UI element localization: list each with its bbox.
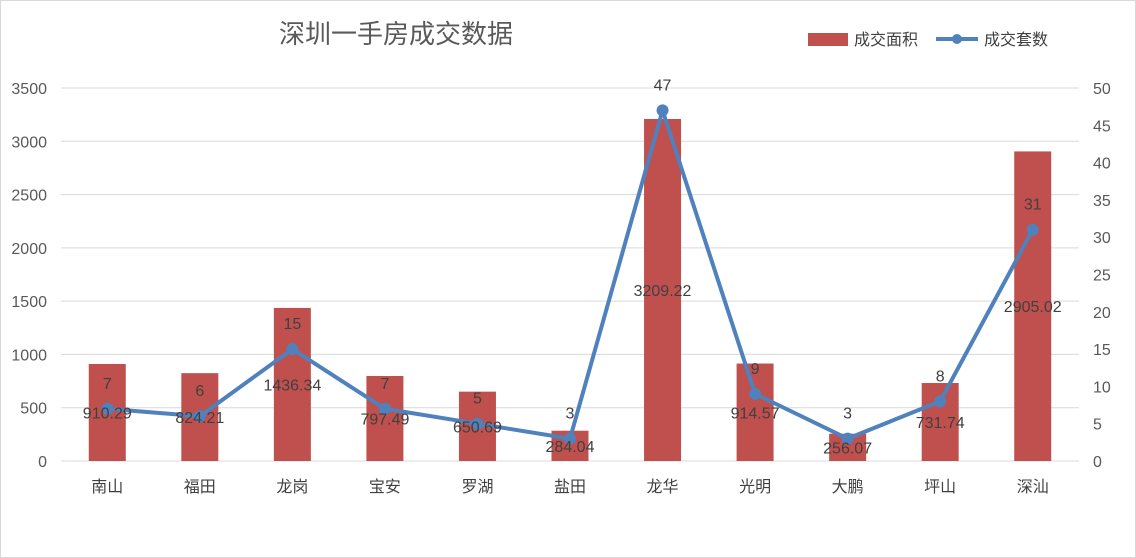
line-data-label: 7 (380, 376, 389, 393)
bar-data-label: 731.74 (916, 415, 965, 432)
line-data-label: 47 (654, 77, 672, 94)
category-label: 盐田 (554, 477, 586, 496)
line-data-label: 15 (283, 316, 301, 333)
bar-data-label: 2905.02 (1004, 299, 1062, 316)
bar-data-label: 3209.22 (634, 283, 692, 300)
category-label: 南山 (91, 477, 123, 496)
bar (273, 307, 311, 461)
bar-data-label: 797.49 (360, 412, 409, 429)
bar (366, 376, 404, 461)
y-left-tick-label: 3000 (11, 134, 47, 151)
bar (1014, 151, 1052, 461)
bar-data-label: 914.57 (731, 405, 780, 422)
line-data-label: 3 (843, 406, 852, 423)
line-point (841, 432, 854, 445)
y-right-tick-label: 5 (1093, 417, 1102, 434)
category-label: 大鹏 (832, 477, 864, 496)
y-left-tick-label: 1500 (11, 294, 47, 311)
legend: 成交面积 成交套数 (808, 30, 1048, 49)
legend-swatch-count-marker (952, 34, 962, 44)
series-line (107, 108, 1035, 441)
line-data-label: 5 (473, 391, 482, 408)
line-point (749, 387, 762, 400)
y-left-tick-label: 0 (38, 454, 47, 471)
line-data-label: 3 (566, 406, 575, 423)
bar-data-label: 256.07 (823, 440, 872, 457)
gridlines (61, 87, 1079, 462)
category-label: 深汕 (1017, 477, 1049, 496)
line-point (101, 402, 114, 415)
category-axis: 南山 福田 龙岗 宝安 罗湖 盐田 龙华 光明 大鹏 坪山 深汕 (91, 477, 1048, 496)
line-data-label: 31 (1024, 197, 1042, 214)
category-label: 坪山 (924, 477, 956, 496)
bar (736, 363, 774, 461)
bar-data-label: 284.04 (546, 439, 595, 456)
y-left-tick-label: 1000 (11, 347, 47, 364)
category-label: 龙岗 (276, 477, 308, 496)
y-right-tick-label: 25 (1093, 268, 1111, 285)
y-left-tick-label: 500 (20, 401, 47, 418)
category-label: 宝安 (369, 477, 401, 496)
line-data-label: 6 (195, 383, 204, 400)
y-right-tick-label: 10 (1093, 379, 1111, 396)
line-series (101, 104, 1039, 445)
bar-data-label: 650.69 (453, 419, 502, 436)
y-right-tick-label: 20 (1093, 305, 1111, 322)
data-labels: 910.29 824.21 1436.34 797.49 650.69 284.04 320… (83, 77, 1062, 457)
line-point (193, 410, 206, 423)
bar-data-label: 1436.34 (263, 377, 321, 394)
y-right-tick-label: 50 (1093, 81, 1111, 98)
category-label: 光明 (739, 477, 771, 496)
line-point (286, 343, 299, 356)
line-point (934, 395, 947, 408)
line-data-label: 7 (103, 376, 112, 393)
category-label: 福田 (184, 477, 216, 496)
line-point (471, 417, 484, 430)
line-data-label: 9 (751, 361, 760, 378)
y-left-tick-label: 2500 (11, 188, 47, 205)
legend-label-area: 成交面积 (854, 30, 918, 49)
line-point (378, 402, 391, 415)
y-right-tick-label: 15 (1093, 342, 1111, 359)
y-right-tick-label: 0 (1093, 454, 1102, 471)
y-right-tick-label: 30 (1093, 230, 1111, 247)
line-point (656, 104, 669, 117)
y-right-tick-label: 35 (1093, 193, 1111, 210)
line-point (564, 432, 576, 445)
line-point (1026, 223, 1039, 236)
legend-label-count: 成交套数 (984, 30, 1048, 49)
right-axis: 0 5 10 15 20 25 30 35 40 45 50 (1093, 81, 1111, 471)
bar (644, 118, 682, 462)
line-data-label: 8 (936, 368, 945, 385)
category-label: 罗湖 (461, 477, 493, 496)
y-left-tick-label: 3500 (11, 81, 47, 98)
bar-data-label: 824.21 (175, 410, 224, 427)
y-right-tick-label: 45 (1093, 118, 1111, 135)
chart-title: 深圳一手房成交数据 (279, 20, 513, 50)
bar-data-label: 910.29 (83, 405, 132, 422)
left-axis: 0 500 1000 1500 2000 2500 3000 3500 (11, 81, 47, 471)
y-right-tick-label: 40 (1093, 156, 1111, 173)
legend-swatch-area (808, 33, 848, 46)
y-left-tick-label: 2000 (11, 241, 47, 258)
category-label: 龙华 (647, 477, 679, 496)
